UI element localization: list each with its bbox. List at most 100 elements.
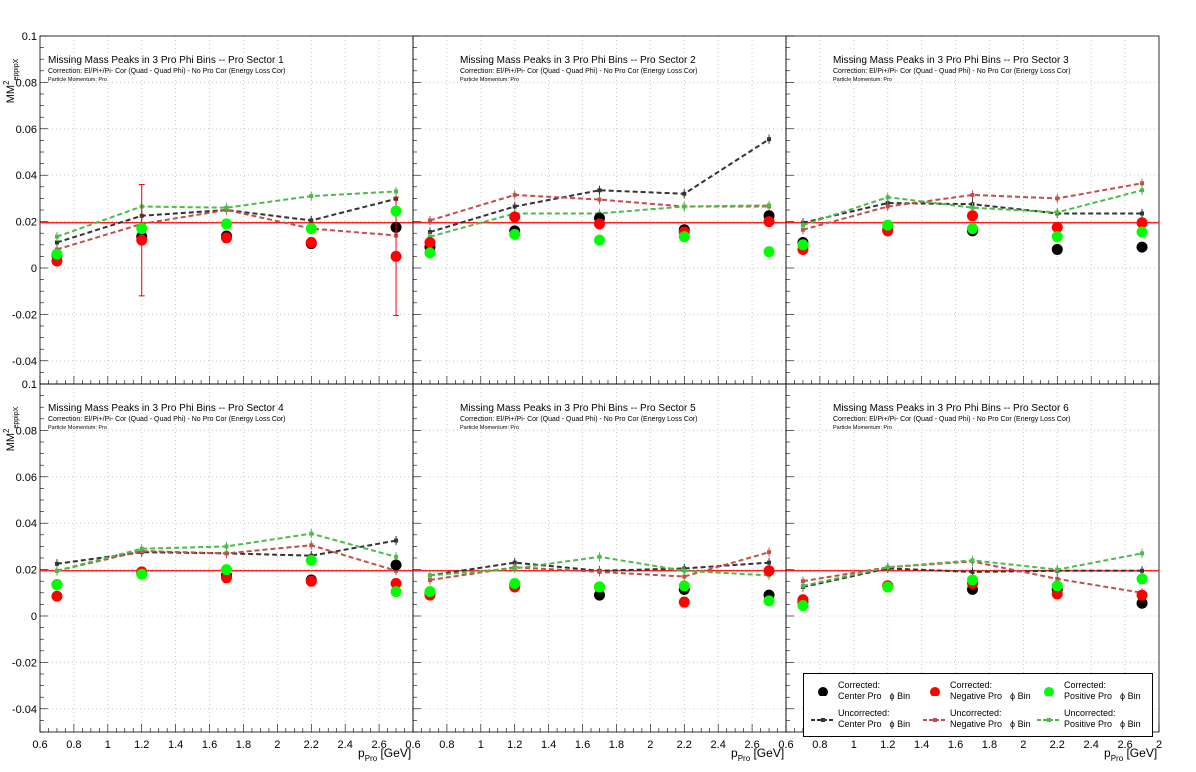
corrected-negative-point [1136, 217, 1148, 229]
legend-label-phi: ϕ Bin [1010, 691, 1031, 701]
x-tick-label: 2 [1156, 739, 1162, 751]
corrected-negative-point [305, 575, 317, 587]
corrected-positive-point [509, 578, 521, 590]
x-tick-label: 1 [105, 739, 111, 751]
uncorrected-positive-point [800, 223, 805, 228]
panel-title: Missing Mass Peaks in 3 Pro Phi Bins -- … [460, 55, 696, 66]
corrected-positive-point [797, 239, 809, 251]
x-tick-label: 0.6 [778, 739, 793, 751]
x-tick-label: 1.2 [134, 739, 149, 751]
corrected-negative-point [678, 596, 690, 608]
corrected-negative-point [1051, 221, 1063, 233]
x-tick-label: 2.2 [677, 739, 692, 751]
panel-subtitle-correction: Correction: El/Pi+/Pi- Cor (Quad - Quad … [460, 416, 698, 423]
x-tick-label: 1.8 [236, 739, 251, 751]
x-tick-label: 0.6 [32, 739, 47, 751]
legend-label-center: Center Pro [838, 691, 882, 701]
x-tick-label: 2.6 [371, 739, 386, 751]
x-tick-label: 1.2 [507, 739, 522, 751]
uncorrected-negative-line [56, 208, 397, 251]
corrected-negative-point [51, 590, 63, 602]
uncorrected-center-point [970, 569, 975, 574]
y-tick-label: 0.08 [16, 77, 37, 89]
panel-subtitle-momentum: Particle Momentum: Pro [48, 77, 107, 83]
panel-subtitle-correction: Correction: El/Pi+/Pi- Cor (Quad - Quad … [48, 68, 286, 75]
y-tick-label: 0 [31, 611, 37, 623]
x-tick-label: 2.2 [1050, 739, 1065, 751]
legend-label-phi: ϕ Bin [889, 691, 911, 701]
panel-subtitle-momentum: Particle Momentum: Pro [833, 77, 892, 83]
panel-subtitle-momentum: Particle Momentum: Pro [833, 425, 892, 431]
x-tick-label: 1.4 [168, 739, 183, 751]
corrected-positive-point [594, 234, 605, 246]
uncorrected-positive-point [512, 566, 517, 571]
y-tick-label: 0.04 [16, 518, 37, 530]
uncorrected-positive-point [1055, 567, 1060, 572]
legend-symbol-uncorrected-center [811, 718, 835, 722]
legend-label-uncorrected: Uncorrected: [950, 708, 1002, 718]
uncorrected-positive-point [427, 234, 432, 239]
panel-sector-4: Missing Mass Peaks in 3 Pro Phi Bins -- … [39, 383, 414, 733]
y-tick-label: 0.06 [16, 472, 37, 484]
panel-sector-6: Missing Mass Peaks in 3 Pro Phi Bins -- … [785, 383, 1160, 733]
y-tick-label: 0.02 [16, 565, 37, 577]
uncorrected-negative-point [512, 192, 517, 197]
corrected-positive-point [967, 574, 978, 586]
uncorrected-center-point [54, 240, 59, 245]
y-axis-label: MM2eppipX [2, 406, 20, 451]
uncorrected-positive-point [682, 568, 687, 573]
corrected-positive-point [763, 246, 775, 258]
legend-label-phi: ϕ Bin [1120, 691, 1141, 701]
corrected-positive-point [797, 600, 809, 612]
legend-item-corrected-positive: Corrected: Positive Pro ϕ Bin [1034, 678, 1146, 704]
corrected-center-point [1136, 597, 1148, 609]
x-tick-label: 1.4 [541, 739, 556, 751]
legend-label-phi: ϕ Bin [1120, 719, 1141, 729]
x-tick-label: 2.4 [338, 739, 353, 751]
panel-sector-3: Missing Mass Peaks in 3 Pro Phi Bins -- … [785, 35, 1160, 385]
uncorrected-negative-point [597, 569, 602, 574]
uncorrected-negative-point [394, 568, 399, 573]
legend-label-uncorrected: Uncorrected: [1064, 708, 1116, 718]
corrected-positive-point [678, 580, 690, 592]
uncorrected-positive-point [394, 554, 399, 559]
corrected-positive-point [390, 586, 402, 598]
panel-subtitle-momentum: Particle Momentum: Pro [460, 77, 519, 83]
uncorrected-positive-point [394, 189, 399, 194]
y-tick-label: 0.06 [16, 124, 37, 136]
corrected-positive-point [594, 581, 605, 593]
uncorrected-positive-point [1055, 210, 1060, 215]
legend-label-negative: Negative Pro [950, 719, 1003, 729]
corrected-positive-point [221, 564, 232, 576]
corrected-center-point [1136, 241, 1148, 253]
uncorrected-center-point [309, 218, 314, 223]
y-axis-label: MM2eppipX [2, 58, 20, 103]
panel-title: Missing Mass Peaks in 3 Pro Phi Bins -- … [48, 403, 284, 414]
legend-label-negative: Negative Pro [950, 691, 1003, 701]
corrected-negative-point [305, 236, 317, 248]
legend-label-phi: ϕ Bin [889, 719, 911, 729]
y-tick-label: -0.04 [12, 704, 37, 716]
uncorrected-negative-point [309, 543, 314, 548]
uncorrected-center-point [394, 538, 399, 543]
legend-item-uncorrected-positive: Uncorrected: Positive Pro ϕ Bin [1034, 706, 1146, 732]
x-tick-label: 0.8 [66, 739, 81, 751]
panel-subtitle-momentum: Particle Momentum: Pro [48, 425, 107, 431]
uncorrected-positive-point [885, 565, 890, 570]
uncorrected-negative-point [1055, 196, 1060, 201]
uncorrected-positive-point [885, 195, 890, 200]
panel-subtitle-momentum: Particle Momentum: Pro [460, 425, 519, 431]
uncorrected-negative-point [885, 204, 890, 209]
uncorrected-negative-line [802, 182, 1143, 231]
uncorrected-center-point [767, 137, 772, 142]
uncorrected-center-line [429, 138, 770, 233]
y-tick-label: 0.1 [22, 379, 37, 391]
corrected-negative-point [424, 236, 436, 248]
uncorrected-positive-point [1140, 188, 1145, 193]
uncorrected-negative-point [1140, 181, 1145, 186]
legend-item-corrected-negative: Corrected: Negative Pro ϕ Bin [920, 678, 1032, 704]
uncorrected-positive-point [224, 544, 229, 549]
y-tick-label: -0.02 [12, 657, 37, 669]
corrected-positive-point [1136, 573, 1148, 585]
panel-subtitle-correction: Correction: El/Pi+/Pi- Cor (Quad - Quad … [48, 416, 286, 423]
